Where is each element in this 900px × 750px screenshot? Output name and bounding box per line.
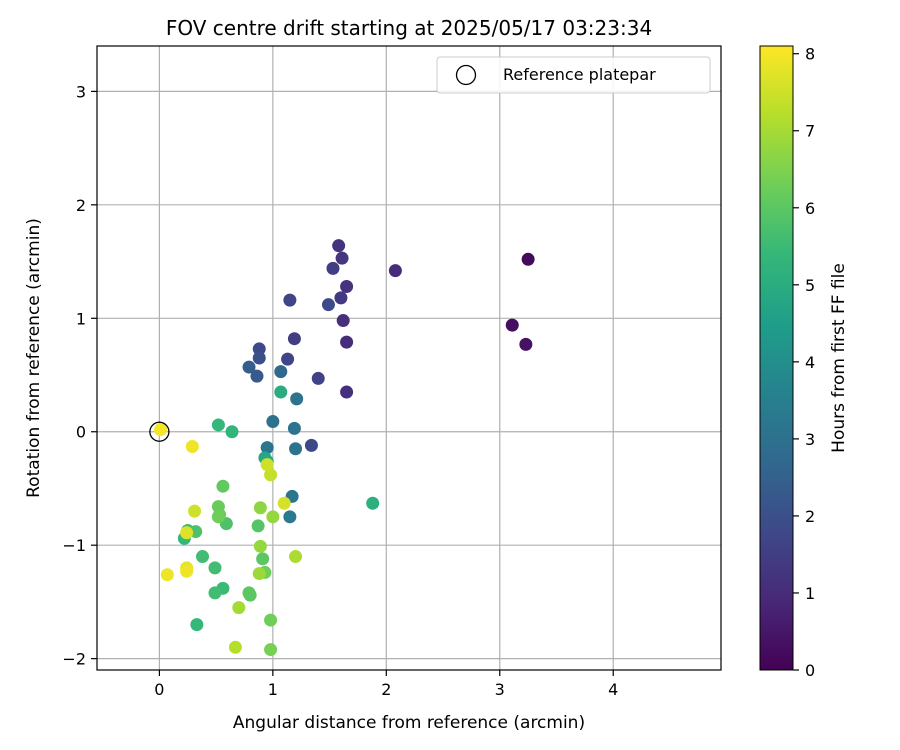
scatter-point [519,337,533,351]
scatter-point [277,496,291,510]
colorbar-tick-label: 8 [805,45,815,64]
scatter-point [274,365,288,379]
x-tick-label: 1 [268,680,278,699]
scatter-point [274,385,288,399]
scatter-point [253,501,267,515]
x-axis-label: Angular distance from reference (arcmin) [233,713,585,733]
colorbar-tick-label: 0 [805,661,815,680]
y-tick-label: 0 [76,423,86,442]
scatter-point [283,293,297,307]
scatter-point [188,504,202,518]
colorbar: 0 1 2 3 4 5 6 7 8 Hours from first FF file [759,45,849,680]
y-tick-label: 1 [76,309,86,328]
scatter-point [311,371,325,385]
x-axis-ticks: 0 1 2 3 4 [154,670,618,699]
x-tick-label: 3 [495,680,505,699]
scatter-point [251,519,265,533]
legend-reference-marker [455,64,477,86]
legend: Reference platepar [436,56,711,94]
scatter-point [180,564,194,578]
scatter-point [208,586,222,600]
y-tick-label: 2 [76,196,86,215]
scatter-point [287,332,301,346]
scatter-point [211,510,225,524]
scatter-point [340,385,354,399]
chart-title: FOV centre drift starting at 2025/05/17 … [166,16,652,40]
scatter-point [334,291,348,305]
scatter-point [281,352,295,366]
scatter-point [260,458,274,472]
scatter-point [335,251,349,265]
scatter-point [243,588,257,602]
scatter-point [326,261,340,275]
scatter-point [154,422,168,436]
scatter-point [321,298,335,312]
y-axis-ticks: −2 −1 0 1 2 3 [62,82,97,669]
scatter-point [250,369,264,383]
scatter-point [388,264,402,278]
scatter-point [336,314,350,328]
scatter-point [340,280,354,294]
x-tick-label: 0 [154,680,164,699]
colorbar-tick-label: 1 [805,584,815,603]
scatter-point [216,479,230,493]
scatter-point [264,613,278,627]
scatter-point [225,425,239,439]
scatter-point [252,567,266,581]
colorbar-tick-label: 6 [805,199,815,218]
colorbar-tick-label: 4 [805,353,815,372]
grid-lines [97,46,721,670]
scatter-point [290,392,304,406]
y-tick-label: 3 [76,82,86,101]
legend-label: Reference platepar [503,65,656,84]
x-tick-label: 2 [381,680,391,699]
scatter-point [253,539,267,553]
scatter-point [289,442,303,456]
scatter-point [266,510,280,524]
colorbar-tick-label: 3 [805,430,815,449]
y-tick-label: −1 [62,536,86,555]
scatter-point [211,418,225,432]
reference-platepar-marker [149,421,170,442]
scatter-points [149,239,535,657]
scatter-point [266,415,280,429]
scatter-point [260,441,274,455]
scatter-point [208,561,222,575]
colorbar-label: Hours from first FF file [829,263,849,453]
x-tick-label: 4 [608,680,618,699]
colorbar-ticks: 0 1 2 3 4 5 6 7 8 [793,45,815,680]
scatter-point [190,618,204,632]
scatter-point [252,351,266,365]
scatter-point [196,550,210,564]
scatter-point [180,526,194,540]
scatter-point [505,318,519,332]
scatter-point [160,568,174,582]
scatter-point [256,552,270,566]
y-tick-label: −2 [62,650,86,669]
scatter-point [287,421,301,435]
scatter-point [340,335,354,349]
y-axis-label: Rotation from reference (arcmin) [24,218,44,498]
legend-box [436,56,711,94]
colorbar-tick-label: 7 [805,122,815,141]
scatter-point [521,252,535,266]
scatter-point [366,496,380,510]
colorbar-gradient [759,45,794,671]
scatter-point [252,342,266,356]
scatter-point [228,640,242,654]
plot-frame [96,45,722,671]
scatter-point [304,438,318,452]
scatter-point [289,550,303,564]
scatter-point [185,439,199,453]
scatter-point [283,510,297,524]
colorbar-tick-label: 5 [805,276,815,295]
scatter-point [264,468,278,482]
colorbar-tick-label: 2 [805,507,815,526]
scatter-point [332,239,346,253]
scatter-point [242,360,256,374]
scatter-point [264,643,278,657]
scatter-point [232,601,246,615]
